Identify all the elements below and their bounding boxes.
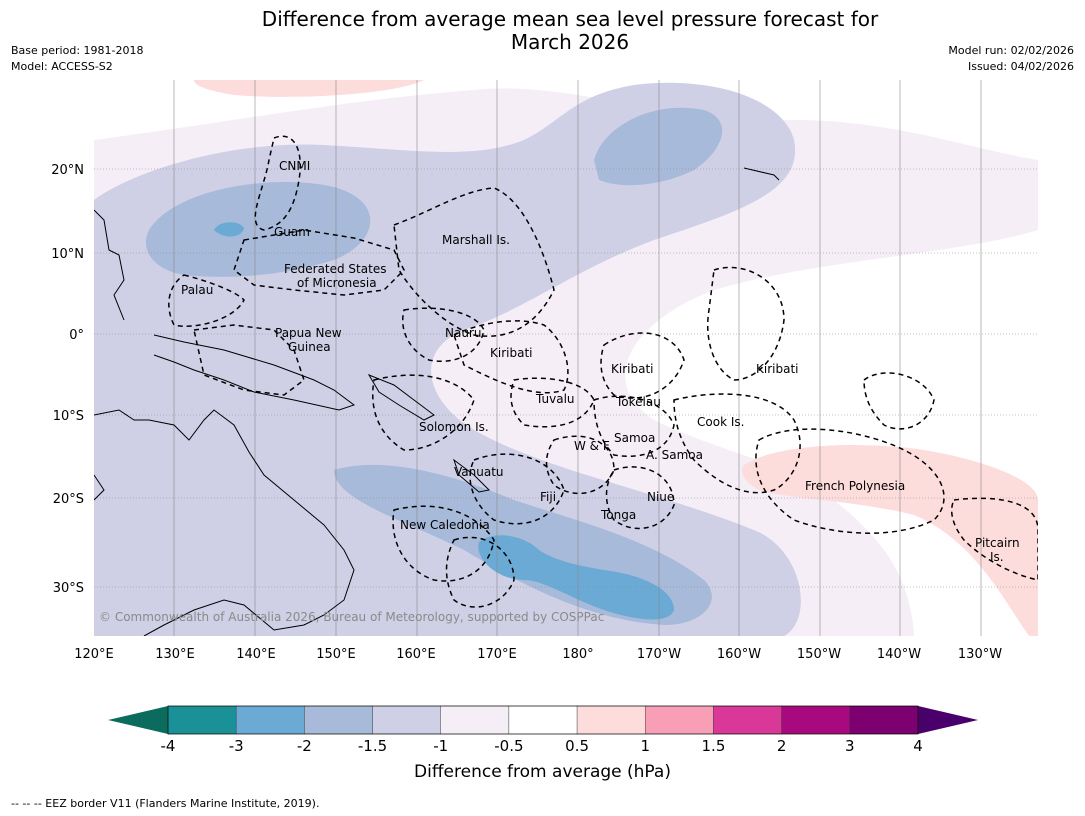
contour-blue-hawaii (594, 107, 723, 186)
latitude-ticks: 20°N 10°N 0° 10°S 20°S 30°S (51, 163, 84, 596)
label-cnmi: CNMI (279, 159, 310, 173)
colorbar-tick-label: -0.5 (494, 737, 523, 755)
label-pitcairn-1: Pitcairn (975, 536, 1020, 550)
grid-lines (94, 80, 1038, 636)
colorbar-tick-label: 1 (640, 737, 650, 755)
colorbar-tick-label: 2 (777, 737, 787, 755)
label-png-2: Guinea (288, 340, 331, 354)
label-palau: Palau (181, 283, 213, 297)
lat-tick-0: 20°N (51, 163, 84, 178)
lon-tick-3: 150°E (316, 647, 356, 662)
colorbar-ticks: -4 -3 -2 -1.5 -1 -0.5 0.5 1 1.5 2 3 4 (161, 737, 923, 755)
label-fsm-1: Federated States (284, 262, 386, 276)
label-new-caledonia: New Caledonia (400, 518, 490, 532)
chart-title: Difference from average mean sea level p… (0, 8, 1085, 54)
lon-tick-7: 170°W (637, 647, 681, 662)
meta-left: Base period: 1981-2018 Model: ACCESS-S2 (11, 43, 143, 75)
label-tonga: Tonga (600, 508, 636, 522)
colorbar-segment (372, 705, 441, 735)
colorbar: -4 -3 -2 -1.5 -1 -0.5 0.5 1 1.5 2 3 4 (108, 705, 978, 755)
lon-tick-4: 160°E (396, 647, 436, 662)
label-fsm-2: of Micronesia (297, 276, 377, 290)
colorbar-segment (576, 705, 646, 735)
base-period: Base period: 1981-2018 (11, 44, 144, 57)
model-run: Model run: 02/02/2026 (948, 44, 1074, 57)
label-kiribati-east: Kiribati (756, 362, 798, 376)
colorbar-extend-high (918, 706, 978, 734)
label-solomon: Solomon Is. (419, 420, 489, 434)
label-french-polynesia: French Polynesia (805, 479, 905, 493)
lat-tick-1: 10°N (51, 247, 84, 262)
lon-tick-11: 130°W (958, 647, 1002, 662)
model-name: Model: ACCESS-S2 (11, 60, 113, 73)
colorbar-segment (235, 705, 305, 735)
lat-tick-3: 10°S (53, 409, 84, 424)
label-kiribati-west: Kiribati (490, 346, 532, 360)
lon-tick-10: 140°W (877, 647, 921, 662)
label-samoa: Samoa (614, 431, 655, 445)
colorbar-segment (781, 705, 851, 735)
lon-tick-2: 140°E (236, 647, 276, 662)
label-tuvalu: Tuvalu (535, 392, 575, 406)
lon-tick-0: 120°E (74, 647, 114, 662)
colorbar-tick-label: 1.5 (702, 737, 726, 755)
label-fiji: Fiji (540, 490, 556, 504)
label-pitcairn-2: Is. (990, 550, 1004, 564)
label-png-1: Papua New (275, 326, 342, 340)
colorbar-tick-label: -3 (229, 737, 244, 755)
lon-tick-9: 150°W (797, 647, 841, 662)
lat-tick-2: 0° (69, 328, 84, 343)
colorbar-segment (508, 705, 578, 735)
colorbar-segment (849, 705, 919, 735)
lon-tick-1: 130°E (155, 647, 195, 662)
title-line-1: Difference from average mean sea level p… (261, 7, 879, 31)
copyright-notice: © Commonwealth of Australia 2026, Bureau… (99, 610, 605, 624)
colorbar-segment (645, 705, 714, 735)
colorbar-tick-label: -2 (297, 737, 312, 755)
pressure-anomaly-map: CNMI Guam Marshall Is. Federated States … (94, 80, 1038, 636)
colorbar-tick-label: -1 (433, 737, 448, 755)
colorbar-tick-label: 4 (913, 737, 923, 755)
lon-tick-8: 160°W (717, 647, 761, 662)
colorbar-segment (440, 705, 510, 735)
colorbar-tick-label: 0.5 (565, 737, 589, 755)
label-vanuatu: Vanuatu (454, 465, 504, 479)
label-guam: Guam (274, 225, 310, 239)
lon-tick-6: 180° (562, 647, 593, 662)
place-labels: CNMI Guam Marshall Is. Federated States … (181, 159, 1020, 564)
colorbar-tick-label: -4 (161, 737, 176, 755)
colorbar-segment (167, 705, 237, 735)
colorbar-extend-low (108, 706, 168, 734)
colorbar-segments (167, 705, 919, 735)
colorbar-outline (167, 705, 919, 735)
label-wallis-futuna: W & F (574, 439, 610, 453)
label-kiribati-central: Kiribati (611, 362, 653, 376)
contour-pink-fp (742, 445, 1038, 636)
contour-pink-top (194, 80, 424, 97)
lon-tick-5: 170°E (477, 647, 517, 662)
label-american-samoa: A. Samoa (646, 448, 703, 462)
colorbar-segment (304, 705, 373, 735)
lat-tick-5: 30°S (53, 581, 84, 596)
footnote: -- -- -- EEZ border V11 (Flanders Marine… (11, 797, 320, 810)
title-line-2: March 2026 (510, 30, 630, 54)
label-tokelau: Tokelau (615, 395, 661, 409)
lat-tick-4: 20°S (53, 492, 84, 507)
issued-date: Issued: 04/02/2026 (967, 60, 1074, 73)
colorbar-tick-label: 3 (845, 737, 855, 755)
colorbar-segment (713, 705, 782, 735)
label-niue: Niue (647, 490, 674, 504)
colorbar-label: Difference from average (hPa) (414, 762, 671, 782)
label-nauru: Nauru (445, 326, 481, 340)
contour-darkblue-south (478, 535, 674, 620)
label-marshall: Marshall Is. (442, 233, 510, 247)
coastlines (94, 167, 780, 636)
meta-right: Model run: 02/02/2026 Issued: 04/02/2026 (948, 43, 1074, 75)
contour-darkblue-guam (214, 222, 244, 237)
label-cook: Cook Is. (697, 415, 744, 429)
eez-borders (168, 135, 1038, 608)
colorbar-tick-label: -1.5 (358, 737, 387, 755)
longitude-ticks: 120°E 130°E 140°E 150°E 160°E 170°E 180°… (74, 647, 1002, 662)
